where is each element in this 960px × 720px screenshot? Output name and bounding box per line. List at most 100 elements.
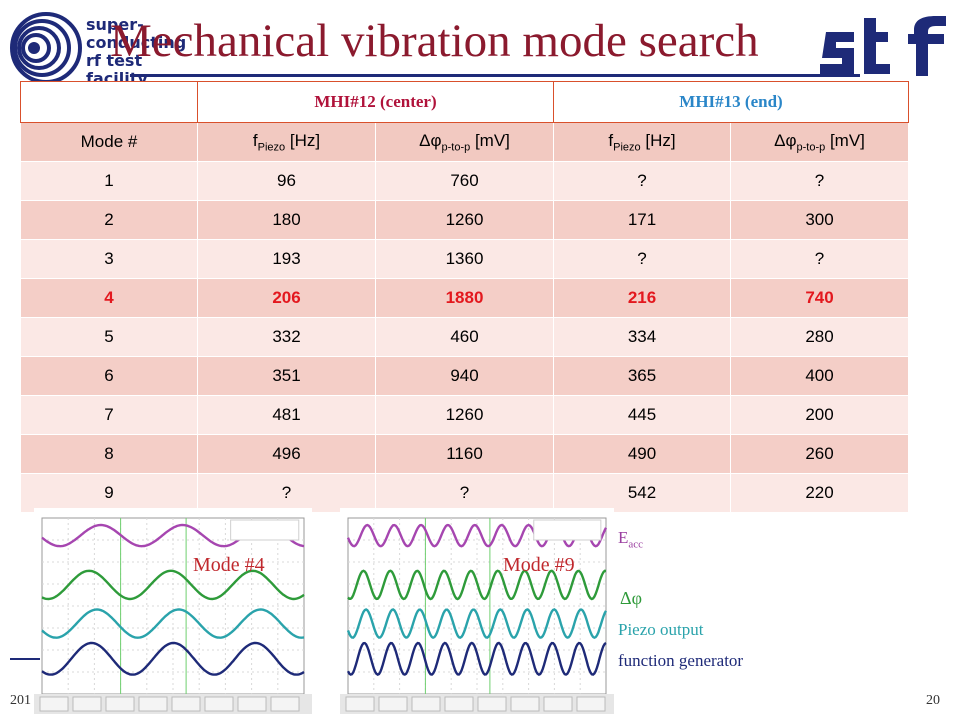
table-cell: 4 (20, 278, 198, 318)
footer-text: 201 (10, 693, 31, 708)
scope-softkey (576, 696, 606, 712)
mode9-label: Mode #9 (503, 554, 575, 576)
legend-eacc-main: E (618, 528, 629, 547)
table-cell: 334 (553, 317, 731, 357)
scope-trace-4 (346, 641, 607, 676)
table-cell: 1260 (375, 395, 554, 435)
table-cell: 180 (197, 200, 376, 240)
legend-piezo-output: Piezo output (618, 620, 704, 639)
table-cell: 200 (730, 395, 909, 435)
group-header-mhi12: MHI#12 (center) (197, 81, 554, 123)
title-underline (130, 74, 860, 77)
table-cell: 220 (730, 473, 909, 513)
scope-softkey (39, 696, 69, 712)
table-cell: 496 (197, 434, 376, 474)
scope-softkey (510, 696, 540, 712)
legend-function-generator: function generator (618, 651, 744, 670)
table-cell: 940 (375, 356, 554, 396)
table-cell: 740 (730, 278, 909, 318)
table-cell: 365 (553, 356, 731, 396)
table-row: 8 496 1160 490 260 (20, 434, 909, 474)
scope-softkey (378, 696, 408, 712)
mode4-label: Mode #4 (193, 554, 265, 576)
logo-line: super- (86, 15, 144, 34)
table-cell: 206 (197, 278, 376, 318)
scope-softkey (270, 696, 300, 712)
scope-softkey (345, 696, 375, 712)
table-cell: ? (730, 161, 909, 201)
table-cell: 1360 (375, 239, 554, 279)
scope-trace-4 (41, 641, 305, 676)
col-header-f-unit: [Hz] (285, 130, 321, 150)
table-cell: 260 (730, 434, 909, 474)
table-cell: 5 (20, 317, 198, 357)
spiral-logo-icon (10, 12, 82, 84)
table-cell: 1160 (375, 434, 554, 474)
table-cell: 1 (20, 161, 198, 201)
table-cell: ? (553, 239, 731, 279)
col-header-mode: Mode # (20, 122, 198, 162)
logo-line: rf test (86, 51, 143, 70)
col-header-f-sub: Piezo (613, 141, 641, 154)
table-cell: ? (730, 239, 909, 279)
col-header-dphi-sub: p-to-p (796, 141, 826, 154)
scope-softkey (411, 696, 441, 712)
table-body: 1 96 760?? 2 180 1260 171 300 3 193 1360?? 4 206 1880… (20, 161, 909, 513)
col-header-dphi: Δφp-to-p [mV] (375, 122, 554, 162)
table-cell: 542 (553, 473, 731, 513)
col-header-f-main: f (608, 130, 614, 150)
page-title: Mechanical vibration mode search (110, 15, 759, 67)
col-header-f-piezo: fPiezo [Hz] (553, 122, 731, 162)
col-header-f-main: f (252, 130, 258, 150)
scope-trace-2 (347, 569, 607, 601)
table-corner-cell (20, 81, 198, 123)
table-row: 1 96 760?? (20, 161, 909, 201)
scope-trace-2 (41, 569, 305, 601)
scope-screenshot-mode4 (34, 508, 312, 714)
table-cell: 460 (375, 317, 554, 357)
table-cell: 1880 (375, 278, 554, 318)
scope-softkey (543, 696, 573, 712)
table-cell: 96 (197, 161, 376, 201)
table-row: 7 481 1260 445 200 (20, 395, 909, 435)
table-row: 2 180 1260 171 300 (20, 200, 909, 240)
scope-softkey (171, 696, 201, 712)
scope-softkey (237, 696, 267, 712)
legend-dphi: Δφ (620, 588, 642, 608)
table-row: 9?? 542 220 (20, 473, 909, 513)
table-cell: ? (375, 473, 554, 513)
page-number: 20 (926, 693, 940, 708)
scope-measure-box (533, 519, 602, 541)
table-cell: 2 (20, 200, 198, 240)
table-cell: 400 (730, 356, 909, 396)
table-cell: 8 (20, 434, 198, 474)
stf-logo-icon (820, 16, 946, 76)
stf-logo (818, 10, 958, 90)
legend-eacc: Eacc (618, 528, 643, 550)
table-group-header-row: MHI#12 (center) MHI#13 (end) (20, 81, 909, 123)
table-cell: 481 (197, 395, 376, 435)
table-row: 5 332 460 334 280 (20, 317, 909, 357)
table-cell: 193 (197, 239, 376, 279)
col-header-dphi: Δφp-to-p [mV] (730, 122, 909, 162)
table-cell: 216 (553, 278, 731, 318)
col-header-f-piezo: fPiezo [Hz] (197, 122, 376, 162)
table-column-header-row: Mode # fPiezo [Hz] Δφp-to-p [mV] fPiezo … (20, 122, 909, 162)
table-cell: 6 (20, 356, 198, 396)
table-cell: 9 (20, 473, 198, 513)
scope-softkey (477, 696, 507, 712)
table-cell: 490 (553, 434, 731, 474)
col-header-dphi-sub: p-to-p (441, 141, 471, 154)
table-cell: 445 (553, 395, 731, 435)
table-cell: 760 (375, 161, 554, 201)
scope-softkey (204, 696, 234, 712)
col-header-dphi-main: Δφ (419, 130, 442, 150)
scope-softkey (444, 696, 474, 712)
col-header-f-sub: Piezo (257, 141, 286, 154)
scope-traces-mode9 (340, 508, 614, 714)
table-cell: 351 (197, 356, 376, 396)
table-cell: 7 (20, 395, 198, 435)
table-row: 4 206 1880 216 740 (20, 278, 909, 318)
col-header-dphi-unit: [mV] (470, 130, 510, 150)
legend-eacc-sub: acc (628, 538, 644, 551)
